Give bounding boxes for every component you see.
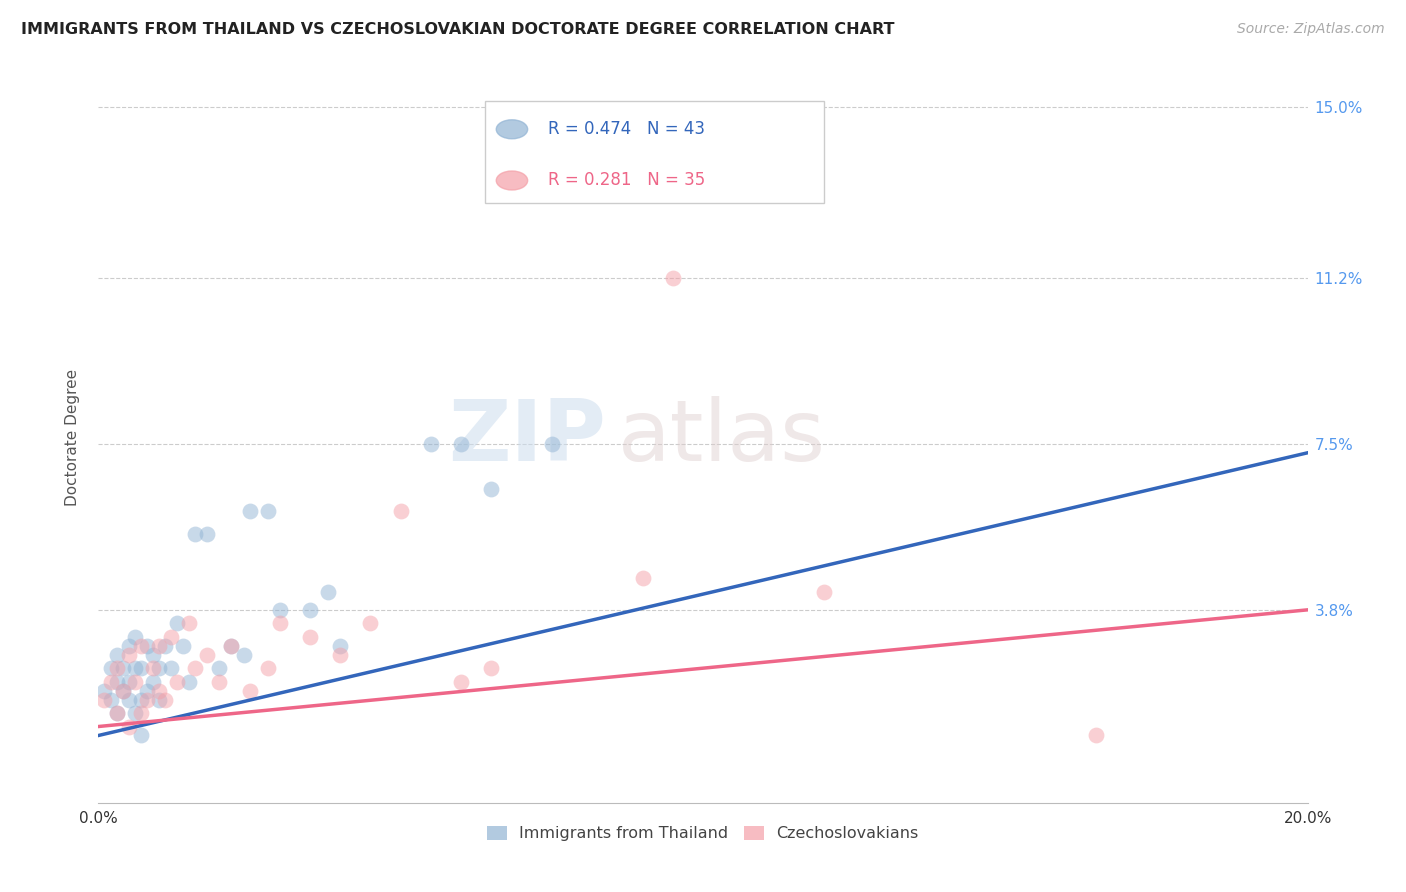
Point	[148, 661, 170, 675]
Point	[111, 683, 134, 698]
Point	[118, 692, 141, 706]
Text: IMMIGRANTS FROM THAILAND VS CZECHOSLOVAKIAN DOCTORATE DEGREE CORRELATION CHART: IMMIGRANTS FROM THAILAND VS CZECHOSLOVAK…	[21, 22, 894, 37]
Point	[481, 661, 503, 675]
Point	[269, 603, 291, 617]
Point	[316, 585, 339, 599]
Point	[148, 683, 170, 698]
Point	[124, 706, 146, 720]
Point	[389, 504, 412, 518]
Point	[118, 719, 141, 733]
Point	[221, 639, 243, 653]
Point	[118, 674, 141, 689]
Point	[153, 692, 176, 706]
Point	[142, 661, 165, 675]
Text: R = 0.281   N = 35: R = 0.281 N = 35	[548, 171, 706, 189]
Point	[179, 616, 201, 631]
Point	[160, 630, 183, 644]
Point	[129, 639, 152, 653]
Text: atlas: atlas	[619, 395, 827, 479]
Point	[450, 674, 472, 689]
Point	[129, 706, 152, 720]
Point	[1085, 729, 1108, 743]
Point	[329, 639, 352, 653]
FancyBboxPatch shape	[485, 101, 824, 203]
Point	[256, 504, 278, 518]
Point	[105, 674, 128, 689]
Point	[135, 683, 157, 698]
Point	[239, 504, 262, 518]
Legend: Immigrants from Thailand, Czechoslovakians: Immigrants from Thailand, Czechoslovakia…	[482, 821, 924, 846]
Point	[184, 526, 207, 541]
Point	[172, 639, 194, 653]
Y-axis label: Doctorate Degree: Doctorate Degree	[65, 368, 80, 506]
Point	[179, 674, 201, 689]
Point	[105, 661, 128, 675]
Point	[661, 270, 683, 285]
Point	[142, 648, 165, 662]
Point	[299, 603, 322, 617]
Point	[148, 639, 170, 653]
Text: Source: ZipAtlas.com: Source: ZipAtlas.com	[1237, 22, 1385, 37]
Point	[166, 616, 188, 631]
Point	[93, 683, 115, 698]
Point	[540, 437, 562, 451]
Point	[124, 630, 146, 644]
Text: R = 0.474   N = 43: R = 0.474 N = 43	[548, 120, 706, 138]
Point	[360, 616, 382, 631]
Point	[208, 674, 231, 689]
Point	[111, 661, 134, 675]
Point	[813, 585, 835, 599]
Circle shape	[496, 120, 527, 139]
Point	[129, 729, 152, 743]
Point	[124, 661, 146, 675]
Point	[93, 692, 115, 706]
Point	[299, 630, 322, 644]
Point	[129, 692, 152, 706]
Point	[100, 674, 122, 689]
Point	[100, 661, 122, 675]
Point	[135, 639, 157, 653]
Point	[232, 648, 254, 662]
Point	[105, 648, 128, 662]
Point	[105, 706, 128, 720]
Point	[148, 692, 170, 706]
Point	[118, 639, 141, 653]
Point	[153, 639, 176, 653]
Point	[631, 571, 654, 585]
Point	[142, 674, 165, 689]
Circle shape	[496, 171, 527, 190]
Point	[100, 692, 122, 706]
Point	[111, 683, 134, 698]
Point	[195, 648, 218, 662]
Point	[195, 526, 218, 541]
Point	[129, 661, 152, 675]
Point	[208, 661, 231, 675]
Point	[135, 692, 157, 706]
Point	[450, 437, 472, 451]
Point	[269, 616, 291, 631]
Point	[166, 674, 188, 689]
Point	[124, 674, 146, 689]
Point	[160, 661, 183, 675]
Point	[221, 639, 243, 653]
Point	[239, 683, 262, 698]
Point	[184, 661, 207, 675]
Point	[256, 661, 278, 675]
Point	[481, 482, 503, 496]
Text: ZIP: ZIP	[449, 395, 606, 479]
Point	[329, 648, 352, 662]
Point	[118, 648, 141, 662]
Point	[420, 437, 443, 451]
Point	[105, 706, 128, 720]
